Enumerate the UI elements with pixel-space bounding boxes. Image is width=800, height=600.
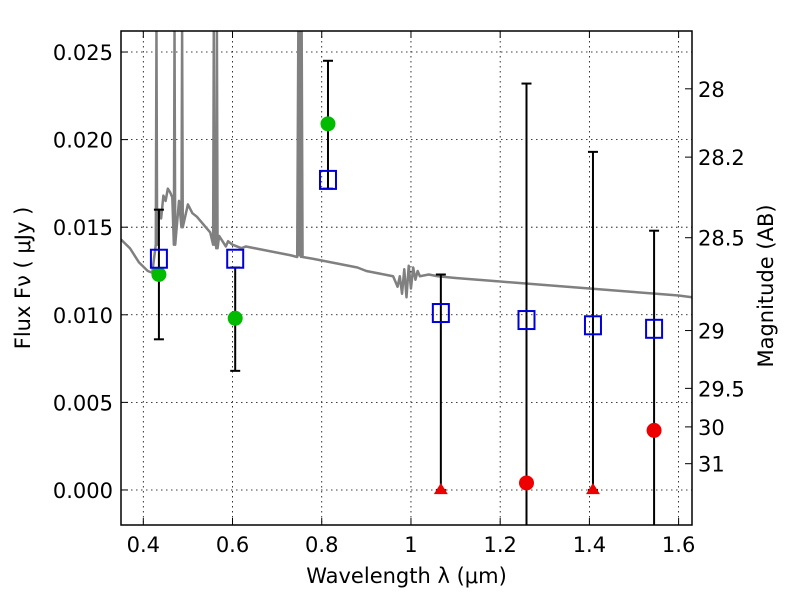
model-photometry-box [318, 169, 337, 190]
y-tick-label: 0.005 [53, 391, 113, 415]
y-tick-label: 0.025 [53, 41, 113, 65]
y-axis-title: Flux Fν ( μJy ) [11, 207, 35, 350]
x-tick-label: 0.4 [127, 533, 160, 557]
model-photometry-box [517, 310, 536, 331]
model-photometry-box [431, 303, 450, 324]
observed-upper-limit-marker [433, 482, 448, 495]
observed-upper-limit-marker [585, 482, 600, 495]
x-tick-label: 1.6 [662, 533, 695, 557]
x-tick-label: 1.2 [483, 533, 516, 557]
model-spectrum-layer [121, 31, 692, 299]
right-tick-label: 28 [698, 78, 725, 102]
grid-lines [121, 31, 692, 525]
y-tick-label: 0.010 [53, 304, 113, 328]
model-spectrum-line [121, 31, 692, 299]
right-tick-label: 29.5 [698, 377, 745, 401]
model-photometry-box [583, 315, 602, 336]
x-axis-title: Wavelength λ (μm) [306, 564, 507, 588]
x-tick-label: 0.6 [216, 533, 249, 557]
y-tick-label: 0.015 [53, 216, 113, 240]
y-tick-label: 0.000 [53, 479, 113, 503]
right-tick-label: 31 [698, 453, 725, 477]
observed-point [151, 266, 167, 282]
right-axis-title: Magnitude (AB) [754, 204, 778, 367]
right-tick-label: 30 [698, 416, 725, 440]
observed-point [320, 116, 336, 132]
plot-frame [120, 30, 693, 526]
observed-point [646, 422, 662, 438]
right-tick-label: 29 [698, 320, 725, 344]
model-photometry-layer [149, 169, 664, 339]
axis-ticks: 0.4 0.6 0.8 1 1.2 1.4 1.6 0.000 0.005 0.010 0.015 0… [53, 31, 745, 557]
y-tick-label: 0.020 [53, 129, 113, 153]
model-photometry-box [149, 248, 168, 269]
observed-point [227, 310, 243, 326]
right-tick-label: 28.2 [698, 146, 745, 170]
observed-point [518, 475, 534, 491]
x-tick-label: 1 [404, 533, 417, 557]
x-tick-label: 0.8 [305, 533, 338, 557]
right-tick-label: 28.5 [698, 227, 745, 251]
observed-points-layer [151, 116, 662, 495]
x-tick-label: 1.4 [573, 533, 606, 557]
model-photometry-box [645, 318, 664, 339]
model-photometry-box [226, 248, 245, 269]
